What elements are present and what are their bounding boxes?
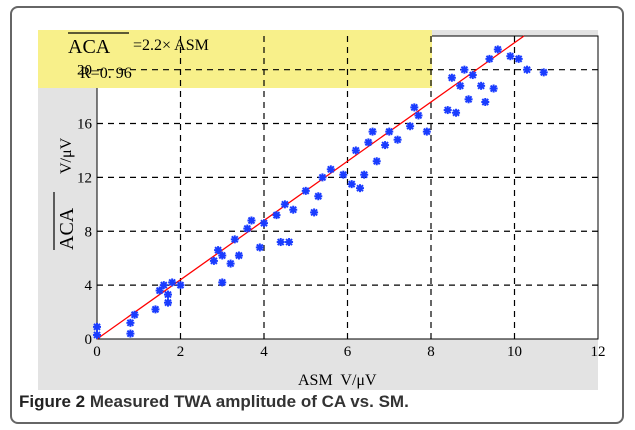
axis-tick-labels: 0 2 4 6 8 10 12 0 4 8 12 16 20 — [77, 63, 606, 360]
data-point — [489, 84, 498, 93]
data-point — [93, 322, 101, 331]
data-point — [456, 81, 465, 90]
y-tick-label: 12 — [77, 170, 92, 186]
data-point — [218, 251, 227, 260]
data-point — [381, 141, 390, 150]
data-point — [368, 127, 377, 136]
data-point — [230, 235, 239, 244]
data-point — [493, 45, 502, 54]
regression-line — [96, 35, 525, 340]
x-axis-label: ASM V/μV — [298, 372, 377, 389]
data-point — [255, 243, 264, 252]
data-point — [280, 200, 289, 209]
data-point — [360, 170, 369, 179]
data-point — [347, 180, 356, 189]
annotation-r-value: R=0. 96 — [80, 65, 132, 82]
data-point — [414, 111, 423, 120]
y-axis-label-main: ACA — [56, 207, 78, 250]
data-point — [481, 97, 490, 106]
y-axis-label-unit: V/μV — [58, 137, 75, 174]
data-point — [272, 211, 281, 220]
annotation-formula-rhs: =2.2× ASM — [133, 37, 209, 54]
data-point — [443, 106, 452, 115]
data-point — [301, 186, 310, 195]
data-point — [176, 281, 185, 290]
data-point — [339, 170, 348, 179]
data-point — [485, 54, 494, 63]
data-point — [226, 259, 235, 268]
x-tick-label: 10 — [507, 344, 522, 360]
data-point — [452, 108, 461, 117]
data-point — [276, 238, 285, 247]
data-point — [356, 184, 365, 193]
data-point — [410, 103, 419, 112]
data-point — [163, 298, 172, 307]
data-point — [460, 65, 469, 74]
data-point — [477, 81, 486, 90]
data-point — [159, 281, 168, 290]
y-axis-label: ACA V/μV — [53, 137, 78, 250]
y-tick-label: 16 — [77, 117, 93, 133]
data-point — [163, 290, 172, 299]
data-point — [130, 310, 139, 319]
data-point — [93, 330, 101, 339]
data-point — [285, 238, 294, 247]
data-point — [351, 146, 360, 155]
caption-text: Measured TWA amplitude of CA vs. SM. — [89, 392, 409, 411]
data-point — [385, 127, 394, 136]
y-tick-label: 20 — [77, 63, 92, 79]
data-points — [93, 45, 548, 339]
data-point — [247, 216, 256, 225]
data-point — [310, 208, 319, 217]
y-tick-label: 0 — [85, 332, 93, 348]
x-tick-label: 6 — [344, 344, 352, 360]
data-point — [447, 73, 456, 82]
data-point — [151, 305, 160, 314]
x-tick-label: 12 — [591, 344, 606, 360]
figure-caption: Figure 2 Measured TWA amplitude of CA vs… — [19, 392, 609, 412]
x-tick-label: 4 — [260, 344, 268, 360]
data-point — [523, 65, 532, 74]
data-point — [506, 52, 515, 61]
data-point — [126, 318, 135, 327]
data-point — [406, 122, 415, 131]
data-point — [218, 278, 227, 287]
x-tick-label: 2 — [177, 344, 185, 360]
data-point — [168, 278, 177, 287]
annotation-formula-lhs: ACA — [68, 36, 111, 58]
data-point — [372, 157, 381, 166]
data-point — [364, 138, 373, 147]
y-tick-label: 8 — [85, 224, 93, 240]
data-point — [314, 192, 323, 201]
y-tick-label: 4 — [85, 278, 93, 294]
data-point — [514, 54, 523, 63]
data-point — [393, 135, 402, 144]
data-point — [464, 95, 473, 104]
data-point — [326, 165, 335, 174]
x-tick-label: 8 — [427, 344, 435, 360]
data-point — [260, 219, 268, 228]
data-point — [422, 127, 431, 136]
x-tick-label: 0 — [93, 344, 101, 360]
data-point — [539, 68, 548, 77]
data-point — [289, 205, 298, 214]
data-point — [318, 173, 327, 182]
data-point — [209, 256, 218, 265]
caption-label: Figure 2 — [19, 392, 86, 411]
data-point — [126, 329, 135, 338]
data-point — [243, 224, 252, 233]
data-point — [234, 251, 243, 260]
data-point — [468, 71, 477, 80]
annotation-box — [38, 30, 432, 88]
